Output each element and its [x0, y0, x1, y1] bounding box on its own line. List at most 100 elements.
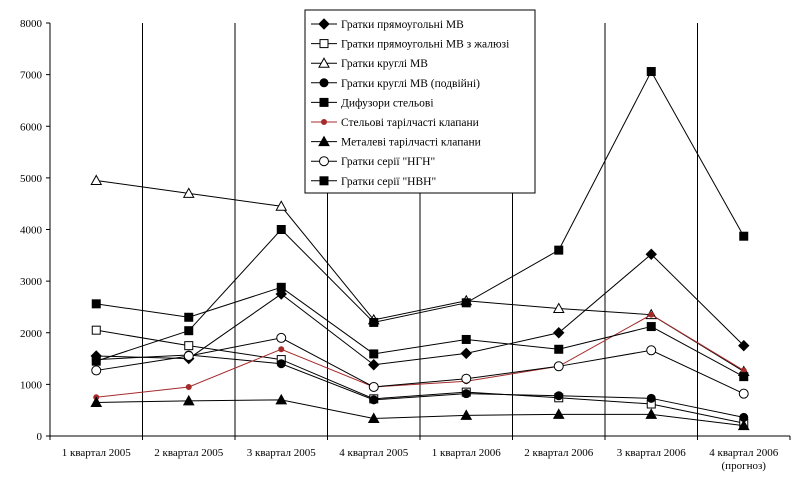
data-point [369, 395, 379, 405]
legend-entry: Гратки серії "НВН" [311, 176, 436, 188]
data-point [739, 372, 749, 382]
series-line [96, 70, 745, 362]
data-point [645, 408, 658, 419]
legend-label: Металеві тарілчасті клапани [341, 137, 481, 149]
data-point [554, 245, 564, 255]
data-point [367, 412, 380, 423]
data-point [646, 345, 657, 356]
legend-label: Гратки серії "НВН" [341, 176, 436, 188]
x-tick-label: 3 квартал 2005 [247, 447, 317, 459]
legend-box [304, 9, 536, 194]
series-lines [90, 67, 750, 431]
legend-marker [318, 135, 330, 147]
data-point [553, 361, 564, 372]
y-tick-label: 1000 [20, 379, 43, 391]
data-point [184, 326, 194, 336]
y-axis-tick-labels: 0 1000 2000 3000 4000 5000 6000 7000 8000 [20, 18, 50, 443]
data-point [90, 174, 103, 185]
x-tick-label: 3 квартал 2006 [617, 447, 687, 459]
data-point [368, 381, 379, 392]
data-point [552, 408, 565, 419]
data-point [646, 67, 656, 77]
series-7 [90, 393, 750, 431]
data-point [739, 231, 749, 241]
data-point [648, 311, 655, 318]
legend-entry: Гратки круглі МВ [311, 57, 428, 70]
x-tick-label: (прогноз) [722, 460, 767, 472]
legend-marker [319, 176, 329, 186]
legend-marker [319, 156, 329, 167]
series-line [96, 337, 744, 395]
data-point [368, 359, 380, 371]
legend-entry: Гратки серії "НГН" [311, 156, 435, 168]
legend-entry: Гратки круглі МВ (подвійні) [311, 78, 480, 90]
y-tick-label: 0 [37, 431, 43, 443]
data-point [738, 339, 750, 352]
series-line [96, 399, 744, 427]
data-point [461, 373, 472, 384]
data-point [91, 356, 101, 366]
data-point [738, 388, 749, 399]
data-point [278, 346, 285, 353]
data-point [554, 344, 564, 354]
legend-entry: Дифузори стельові [311, 97, 434, 109]
x-tick-label: 2 квартал 2006 [524, 447, 594, 459]
series-line [96, 329, 744, 424]
legend-marker [318, 57, 330, 68]
data-point [645, 248, 657, 260]
data-point [552, 302, 565, 313]
x-axis-tick-labels: 1 квартал 2005 2 квартал 2005 3 квартал 20… [49, 436, 791, 472]
legend-marker [319, 39, 329, 49]
series-5 [91, 67, 749, 366]
data-point [276, 359, 286, 369]
series-line [96, 314, 745, 398]
legend-marker [319, 97, 329, 107]
data-point [91, 299, 101, 309]
data-point [554, 391, 564, 401]
series-line [96, 179, 745, 372]
data-point [185, 383, 192, 390]
y-tick-label: 3000 [20, 276, 43, 288]
legend-marker [321, 119, 327, 125]
legend-entry: Стельові тарілчасті клапани [311, 117, 479, 129]
data-point [553, 327, 565, 339]
legend-label: Гратки прямоугольні МВ [341, 19, 464, 31]
legend-entry: Гратки прямоугольні МВ [311, 18, 464, 31]
data-point [646, 393, 656, 403]
legend-label: Гратки прямоугольні МВ з жалюзі [341, 39, 509, 51]
legend-marker [318, 18, 330, 30]
data-point [460, 347, 472, 360]
data-point [276, 332, 287, 343]
legend-label: Гратки круглі МВ [341, 58, 428, 70]
legend-entry: Гратки прямоугольні МВ з жалюзі [311, 39, 509, 51]
y-tick-label: 5000 [20, 173, 43, 185]
data-point [182, 187, 195, 198]
data-point [369, 349, 379, 359]
x-tick-label: 4 квартал 2005 [339, 447, 409, 459]
data-point [275, 200, 288, 211]
data-point [737, 419, 750, 431]
data-point [461, 298, 471, 308]
legend-label: Гратки круглі МВ (подвійні) [341, 78, 480, 90]
data-point [90, 396, 103, 407]
x-tick-label: 1 квартал 2005 [62, 447, 132, 459]
data-point [461, 334, 471, 344]
x-tick-label: 1 квартал 2006 [432, 447, 502, 459]
x-tick-label: 4 квартал 2006 [709, 447, 779, 459]
legend-marker [319, 78, 329, 88]
data-point [91, 365, 102, 376]
data-point [275, 393, 288, 405]
data-point [184, 312, 194, 322]
data-point [646, 322, 656, 332]
legend-entry: Металеві тарілчасті клапани [311, 135, 481, 149]
legend-label: Дифузори стельові [341, 97, 434, 109]
series-8 [91, 332, 749, 399]
data-point [276, 282, 286, 292]
data-point [91, 325, 101, 335]
series-9 [91, 282, 749, 382]
data-point [182, 394, 195, 406]
data-point [461, 389, 471, 399]
series-line [96, 354, 744, 418]
legend-label: Гратки серії "НГН" [341, 156, 435, 168]
